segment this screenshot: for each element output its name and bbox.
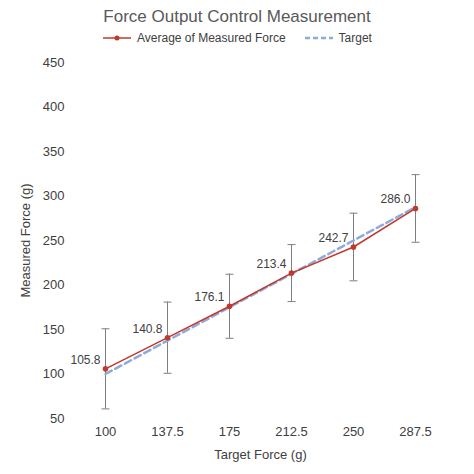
svg-text:250: 250	[343, 424, 365, 439]
svg-text:300: 300	[43, 188, 65, 203]
svg-text:176.1: 176.1	[194, 290, 224, 304]
html-text:Average of Measured Force: Average of Measured Force	[137, 31, 286, 45]
html-text:Target: Target	[338, 31, 372, 45]
svg-text:400: 400	[43, 99, 65, 114]
svg-text:213.4: 213.4	[256, 257, 286, 271]
svg-text:140.8: 140.8	[132, 322, 162, 336]
html-text:Force Output Control Measureme: Force Output Control Measurement	[103, 7, 371, 26]
svg-text:150: 150	[43, 322, 65, 337]
svg-text:286.0: 286.0	[380, 192, 410, 206]
svg-text:137.5: 137.5	[151, 424, 184, 439]
svg-text:100: 100	[43, 366, 65, 381]
svg-text:250: 250	[43, 233, 65, 248]
svg-text:212.5: 212.5	[275, 424, 308, 439]
svg-text:287.5: 287.5	[399, 424, 432, 439]
svg-text:50: 50	[50, 411, 64, 426]
svg-text:350: 350	[43, 144, 65, 159]
svg-text:242.7: 242.7	[318, 231, 348, 245]
svg-text:450: 450	[43, 55, 65, 70]
svg-text:Measured Force (g): Measured Force (g)	[18, 183, 33, 297]
svg-text:175: 175	[219, 424, 241, 439]
svg-text:105.8: 105.8	[70, 353, 100, 367]
svg-text:200: 200	[43, 277, 65, 292]
svg-text:Target Force (g): Target Force (g)	[214, 447, 306, 462]
svg-text:100: 100	[95, 424, 117, 439]
